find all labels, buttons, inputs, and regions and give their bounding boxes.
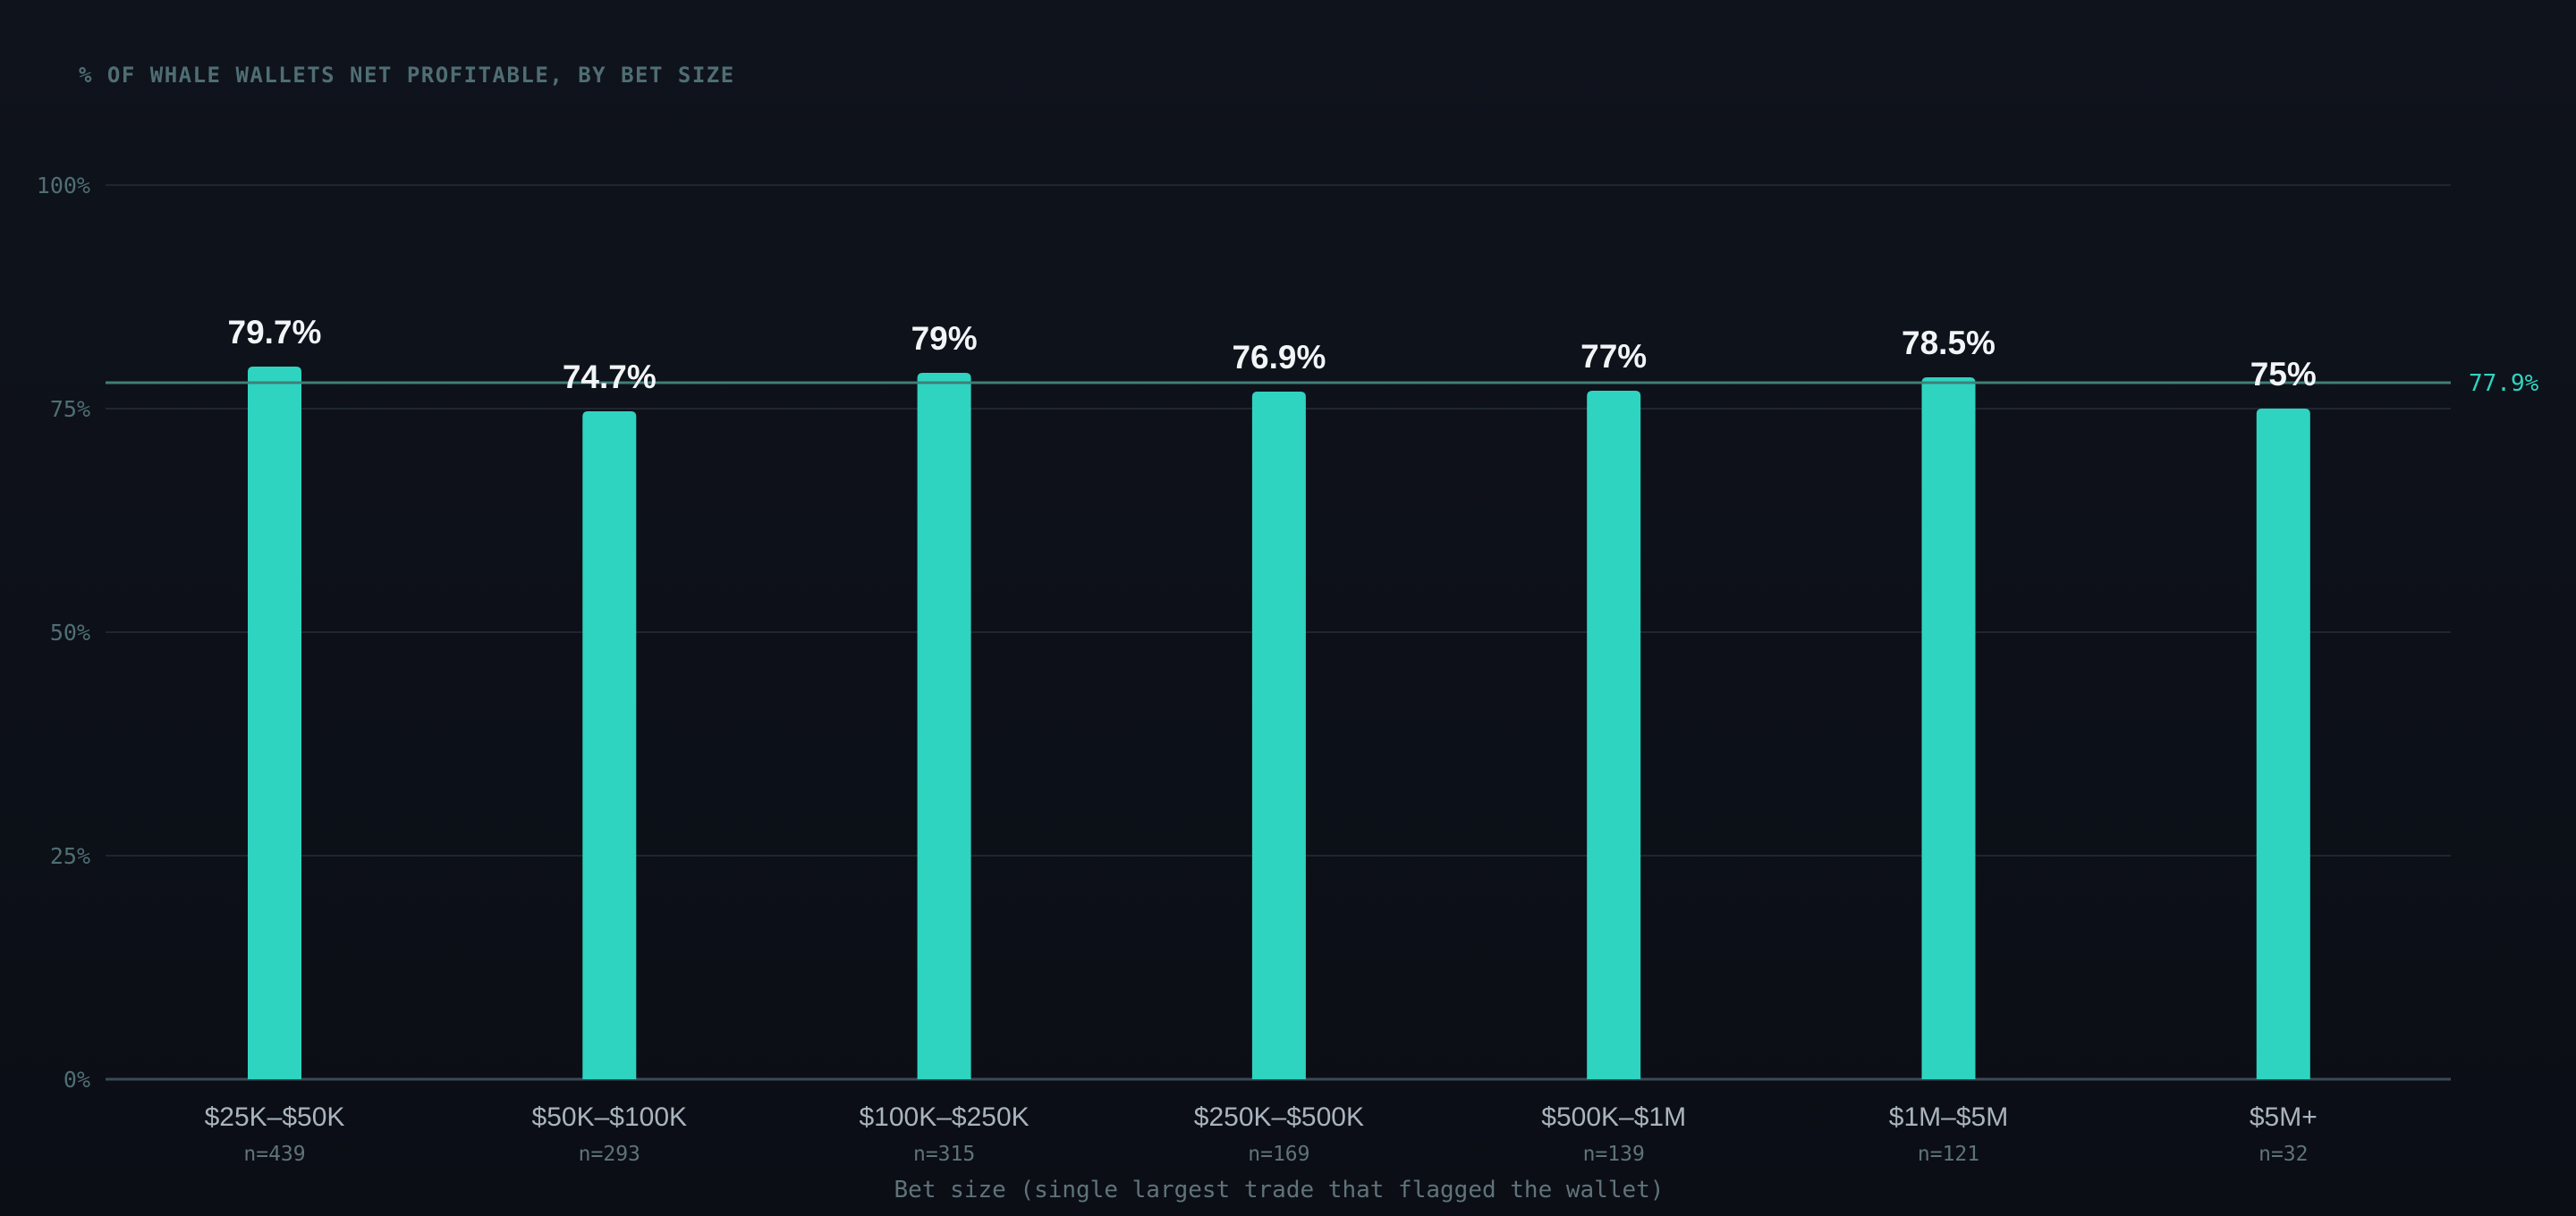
bar-value-label: 78.5%	[1902, 325, 1996, 361]
bar	[582, 411, 637, 1079]
x-category-label: $100K–$250K	[860, 1102, 1030, 1132]
x-category-label: $500K–$1M	[1541, 1102, 1686, 1132]
chart-title: % OF WHALE WALLETS NET PROFITABLE, BY BE…	[79, 63, 735, 88]
bar	[1251, 392, 1306, 1079]
bar	[1587, 391, 1641, 1079]
bar	[1921, 377, 1976, 1079]
x-category-label: $250K–$500K	[1194, 1102, 1364, 1132]
reference-line-label: 77.9%	[2469, 370, 2539, 397]
bar-value-label: 77%	[1580, 338, 1647, 375]
bar	[2256, 409, 2310, 1079]
bar	[917, 373, 971, 1079]
y-tick-label: 0%	[64, 1067, 90, 1093]
bar-value-label: 74.7%	[563, 359, 657, 395]
sample-count-label: n=139	[1583, 1143, 1645, 1166]
y-tick-label: 25%	[50, 843, 90, 869]
y-tick-label: 50%	[50, 620, 90, 646]
sample-count-label: n=293	[579, 1143, 640, 1166]
bars	[248, 367, 2310, 1079]
x-category-label: $1M–$5M	[1889, 1102, 2008, 1132]
x-category-label: $25K–$50K	[205, 1102, 345, 1132]
y-axis-ticks: 0% 25% 50% 75% 100%	[37, 173, 90, 1093]
bar-value-label: 76.9%	[1232, 339, 1326, 376]
x-axis-title: Bet size (single largest trade that flag…	[894, 1177, 1665, 1203]
value-labels: 79.7% 74.7% 79% 76.9% 77% 78.5% 75%	[228, 314, 2317, 395]
sample-count-label: n=169	[1248, 1143, 1309, 1166]
sample-count-label: n=315	[913, 1143, 975, 1166]
bar-value-label: 79.7%	[228, 314, 322, 350]
x-axis-categories: $25K–$50K n=439 $50K–$100K n=293 $100K–$250K…	[205, 1102, 2318, 1166]
sample-count-label: n=32	[2258, 1143, 2308, 1166]
reference-line-group: 77.9%	[106, 370, 2539, 397]
bar-value-label: 79%	[911, 320, 978, 357]
x-category-label: $5M+	[2250, 1102, 2318, 1132]
bar-value-label: 75%	[2250, 356, 2317, 393]
sample-count-label: n=121	[1918, 1143, 1979, 1166]
y-tick-label: 75%	[50, 396, 90, 422]
x-category-label: $50K–$100K	[532, 1102, 688, 1132]
sample-count-label: n=439	[243, 1143, 305, 1166]
y-tick-label: 100%	[37, 173, 90, 198]
bar	[248, 367, 301, 1079]
